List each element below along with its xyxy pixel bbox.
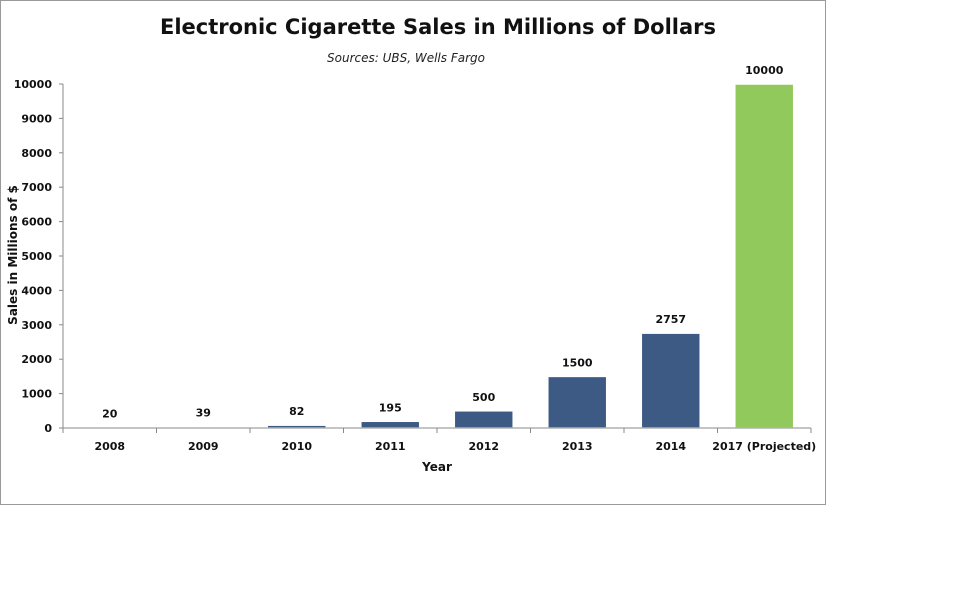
data-label: 82 bbox=[289, 405, 304, 418]
x-tick-label: 2008 bbox=[94, 440, 125, 453]
chart-subtitle: Sources: UBS, Wells Fargo bbox=[327, 51, 485, 65]
y-axis-ticks: 0 1000 2000 3000 4000 5000 6000 7000 8000 9000 100… bbox=[14, 78, 63, 435]
x-tick-label: 2010 bbox=[281, 440, 312, 453]
chart-svg: Electronic Cigarette Sales in Millions o… bbox=[6, 15, 816, 474]
data-label: 195 bbox=[379, 401, 402, 414]
x-tick-label: 2012 bbox=[468, 440, 499, 453]
x-axis-title: Year bbox=[421, 460, 452, 474]
data-label: 10000 bbox=[745, 64, 784, 77]
data-label: 39 bbox=[196, 407, 211, 420]
data-label: 20 bbox=[102, 407, 118, 420]
y-tick-label: 6000 bbox=[21, 216, 52, 229]
y-tick-label: 8000 bbox=[21, 147, 52, 160]
y-axis-title: Sales in Millions of $ bbox=[6, 185, 20, 325]
x-tick-label: 2013 bbox=[562, 440, 593, 453]
data-label: 2757 bbox=[655, 313, 686, 326]
y-tick-label: 5000 bbox=[21, 250, 52, 263]
y-tick-label: 0 bbox=[44, 422, 52, 435]
data-labels: 20 39 82 195 500 1500 2757 10000 bbox=[102, 64, 784, 420]
x-tick-label: 2009 bbox=[188, 440, 219, 453]
y-tick-label: 3000 bbox=[21, 319, 52, 332]
bar-2014 bbox=[640, 332, 701, 429]
y-tick-label: 2000 bbox=[21, 353, 52, 366]
bars bbox=[79, 83, 795, 429]
chart-title: Electronic Cigarette Sales in Millions o… bbox=[160, 15, 716, 39]
bar-2011 bbox=[360, 420, 421, 429]
y-tick-label: 4000 bbox=[21, 284, 52, 297]
y-tick-label: 1000 bbox=[21, 388, 52, 401]
y-tick-label: 9000 bbox=[21, 112, 52, 125]
data-label: 500 bbox=[472, 391, 495, 404]
data-label: 1500 bbox=[562, 356, 593, 369]
bar-2012 bbox=[453, 410, 514, 429]
x-tick-label: 2011 bbox=[375, 440, 406, 453]
y-tick-label: 10000 bbox=[14, 78, 53, 91]
x-tick-label: 2014 bbox=[655, 440, 686, 453]
x-axis-ticks: 2008 2009 2010 2011 2012 2013 2014 2017 (Projec… bbox=[62, 428, 816, 453]
x-tick-label: 2017 (Projected) bbox=[712, 440, 816, 453]
bar-2017-projected bbox=[734, 83, 795, 429]
chart-frame: Electronic Cigarette Sales in Millions o… bbox=[0, 0, 826, 505]
y-tick-label: 7000 bbox=[21, 181, 52, 194]
bar-2013 bbox=[547, 375, 608, 429]
